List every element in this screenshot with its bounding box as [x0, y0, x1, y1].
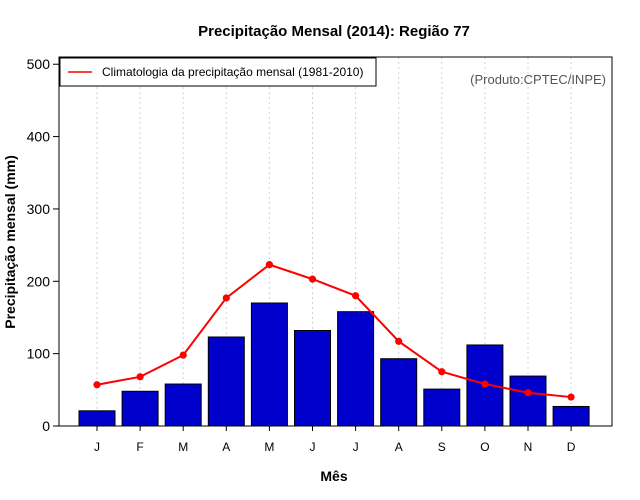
x-tick-label: J — [94, 440, 100, 454]
legend-box — [59, 57, 377, 87]
y-tick-label: 100 — [27, 346, 51, 362]
x-tick-label: M — [178, 440, 188, 454]
climatology-point-9 — [481, 380, 489, 388]
x-axis-label: Mês — [320, 468, 347, 484]
x-tick-label: M — [264, 440, 274, 454]
bar-11 — [552, 405, 590, 427]
x-tick-label: A — [395, 440, 403, 454]
y-axis-label: Precipitação mensal (mm) — [2, 155, 18, 329]
x-tick-label: S — [438, 440, 446, 454]
climatology-point-10 — [524, 389, 532, 397]
bar-3 — [207, 336, 245, 427]
bar-0 — [78, 410, 116, 427]
y-tick-label: 500 — [27, 56, 51, 72]
x-tick-label: J — [310, 440, 316, 454]
legend-label: Climatologia da precipitação mensal (198… — [102, 65, 363, 79]
climatology-point-6 — [352, 292, 360, 300]
bar-4 — [250, 302, 288, 427]
y-tick-label: 200 — [27, 273, 51, 289]
x-tick-label: J — [353, 440, 359, 454]
bar-6 — [337, 311, 375, 427]
bar-8 — [423, 388, 461, 427]
climatology-point-0 — [93, 381, 101, 389]
plot-frame — [58, 56, 613, 427]
climatology-point-5 — [308, 275, 317, 283]
chart-title: Precipitação Mensal (2014): Região 77 — [198, 23, 470, 40]
x-tick-label: D — [567, 440, 576, 454]
y-axis: 0 100 200 300 400 500 — [27, 56, 59, 434]
y-tick-label: 0 — [42, 418, 50, 434]
climatology-line-group — [93, 261, 575, 401]
bars — [78, 302, 590, 427]
x-tick-label: N — [524, 440, 533, 454]
bar-2 — [164, 383, 202, 427]
bar-10 — [509, 375, 547, 427]
x-tick-label: O — [480, 440, 489, 454]
grid — [96, 57, 572, 426]
climatology-point-2 — [179, 351, 187, 359]
climatology-point-3 — [222, 294, 230, 302]
climatology-point-4 — [265, 261, 273, 269]
climatology-point-7 — [395, 337, 403, 345]
bar-5 — [294, 329, 331, 427]
climatology-point-1 — [136, 373, 144, 381]
x-tick-label: F — [136, 440, 143, 454]
credit-text: (Produto:CPTEC/INPE) — [470, 72, 606, 87]
legend: Climatologia da precipitação mensal (198… — [59, 57, 377, 87]
bar-7 — [380, 358, 418, 427]
climatology-point-11 — [567, 393, 575, 401]
climatology-line — [96, 263, 572, 399]
climatology-point-8 — [438, 368, 446, 376]
y-tick-label: 300 — [27, 201, 51, 217]
bar-1 — [121, 390, 159, 427]
x-tick-label: A — [222, 440, 230, 454]
y-tick-label: 400 — [27, 129, 51, 145]
